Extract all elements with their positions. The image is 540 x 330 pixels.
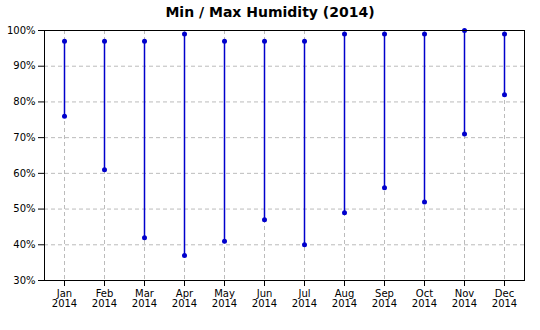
svg-text:60%: 60% <box>13 168 35 179</box>
svg-text:Aug2014: Aug2014 <box>332 288 357 309</box>
svg-text:30%: 30% <box>13 275 35 286</box>
svg-text:Jul2014: Jul2014 <box>292 288 317 309</box>
svg-text:Mar2014: Mar2014 <box>132 288 157 309</box>
svg-text:40%: 40% <box>13 239 35 250</box>
svg-text:Jun2014: Jun2014 <box>252 288 277 309</box>
svg-text:90%: 90% <box>13 60 35 71</box>
svg-text:80%: 80% <box>13 96 35 107</box>
svg-text:70%: 70% <box>13 132 35 143</box>
svg-text:Oct2014: Oct2014 <box>412 288 437 309</box>
svg-text:Nov2014: Nov2014 <box>452 288 477 309</box>
html-text:Min / Max Humidity (2014): Min / Max Humidity (2014) <box>165 4 375 20</box>
svg-text:Feb2014: Feb2014 <box>92 288 117 309</box>
svg-text:May2014: May2014 <box>212 288 237 309</box>
svg-text:100%: 100% <box>7 25 36 36</box>
svg-text:Sep2014: Sep2014 <box>372 288 397 309</box>
svg-text:Jan2014: Jan2014 <box>52 288 77 309</box>
svg-text:Dec2014: Dec2014 <box>492 288 517 309</box>
svg-text:Apr2014: Apr2014 <box>172 288 197 309</box>
svg-text:50%: 50% <box>13 203 35 214</box>
